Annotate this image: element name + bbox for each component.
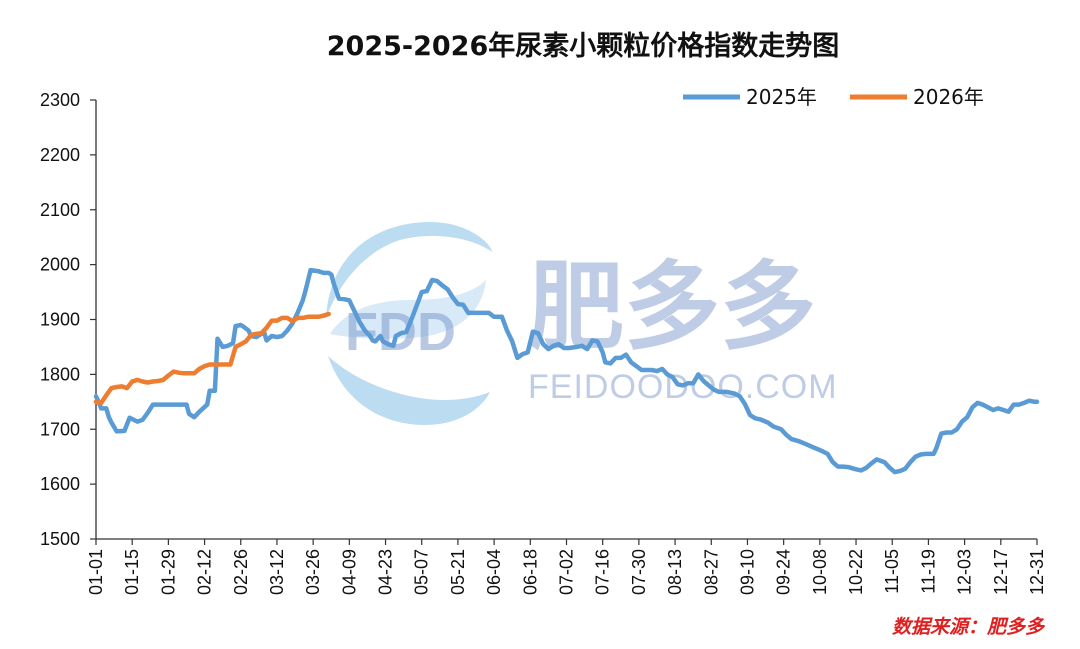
x-tick-label: 02-26 [231, 549, 251, 595]
legend: 2025年 2026年 [683, 85, 984, 109]
x-tick-label: 09-10 [737, 549, 757, 595]
y-tick-label: 2200 [40, 145, 80, 165]
x-tick-label: 07-02 [557, 549, 577, 595]
y-tick-label: 1500 [40, 529, 80, 549]
x-tick-label: 12-17 [991, 549, 1011, 595]
x-tick-label: 01-29 [158, 549, 178, 595]
y-tick-label: 1800 [40, 364, 80, 384]
x-tick-label: 07-16 [593, 549, 613, 595]
y-tick-label: 2100 [40, 200, 80, 220]
x-tick-label: 11-05 [882, 549, 902, 594]
fdd-logo-icon: FDD [326, 222, 492, 425]
y-axis-ticks: 1500 1600 1700 1800 1900 2000 2100 2200 2300 [40, 90, 96, 549]
x-tick-label: 10-22 [846, 549, 866, 595]
x-tick-label: 04-23 [376, 549, 396, 595]
series-line-2026 [93, 311, 331, 406]
x-tick-label: 06-18 [520, 549, 540, 595]
watermark: FDD 肥多多 FEIDOODOO.COM [326, 222, 837, 425]
series-lines [93, 267, 1040, 475]
x-tick-label: 01-01 [86, 549, 106, 595]
legend-label-2025: 2025年 [746, 85, 817, 109]
y-tick-label: 1900 [40, 310, 80, 330]
y-tick-label: 1600 [40, 474, 80, 494]
x-tick-label: 08-27 [701, 549, 721, 595]
chart-title: 2025-2026年尿素小颗粒价格指数走势图 [327, 30, 840, 62]
x-tick-label: 08-13 [665, 549, 685, 595]
y-tick-label: 1700 [40, 419, 80, 439]
x-tick-label: 12-31 [1027, 549, 1047, 595]
watermark-brand-name: 肥多多 [528, 251, 816, 363]
x-tick-label: 06-04 [484, 549, 504, 595]
x-tick-label: 05-21 [448, 549, 468, 595]
x-tick-label: 02-12 [195, 549, 215, 595]
x-tick-label: 11-19 [918, 549, 938, 594]
x-tick-label: 10-08 [810, 549, 830, 595]
y-tick-label: 2000 [40, 255, 80, 275]
x-tick-label: 12-03 [955, 549, 975, 595]
x-tick-label: 03-12 [267, 549, 287, 595]
source-note: 数据来源：肥多多 [892, 616, 1046, 638]
x-tick-label: 09-24 [774, 549, 794, 595]
legend-label-2026: 2026年 [913, 85, 984, 109]
x-tick-label: 03-26 [303, 549, 323, 595]
x-tick-label: 05-07 [412, 549, 432, 595]
x-axis-ticks: 01-01 01-15 01-29 02-12 02-26 03-12 03-26 04-09… [86, 539, 1047, 595]
x-tick-label: 01-15 [122, 549, 142, 595]
x-tick-label: 07-30 [629, 549, 649, 595]
y-tick-label: 2300 [40, 90, 80, 110]
x-tick-label: 04-09 [339, 549, 359, 595]
